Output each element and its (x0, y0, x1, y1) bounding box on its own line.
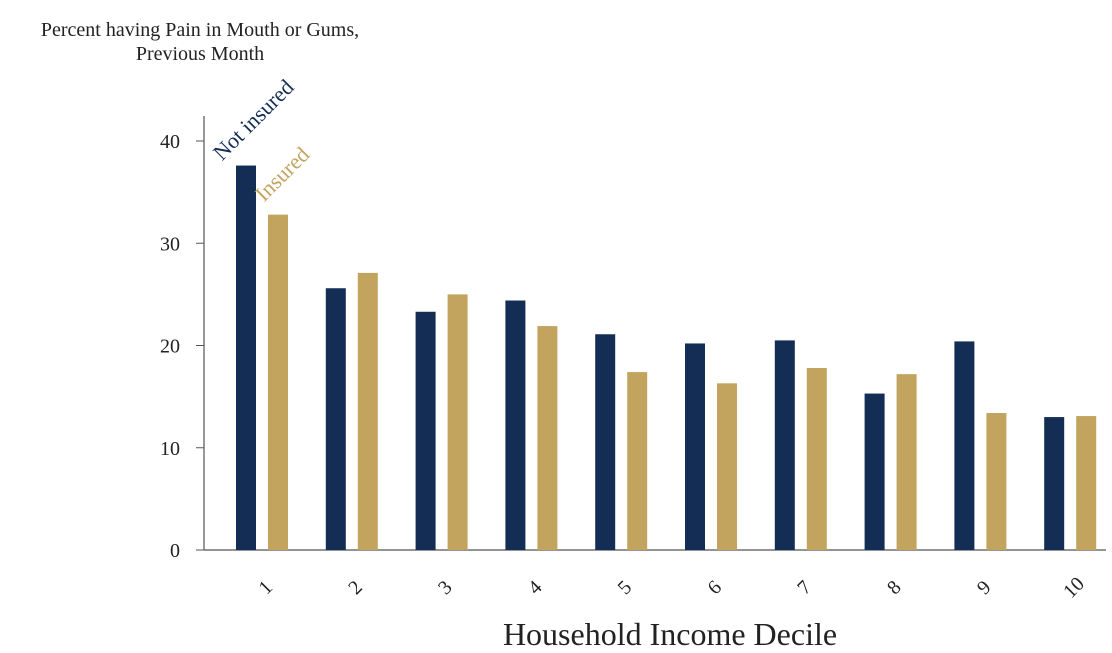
bar-insured (357, 272, 378, 550)
y-axis-label: Percent having Pain in Mouth or Gums, Pr… (0, 18, 400, 66)
bar-not-insured (774, 340, 795, 550)
bar-insured (537, 326, 558, 550)
x-tick-label: 6 (703, 576, 726, 599)
bar-insured (717, 383, 737, 550)
x-tick-label: 9 (973, 576, 996, 599)
bar-not-insured (505, 300, 526, 550)
bar-not-insured (685, 343, 705, 550)
bar-not-insured (954, 341, 975, 550)
bar-not-insured (1044, 417, 1065, 550)
y-tick-label: 0 (170, 540, 180, 562)
bar-not-insured (325, 288, 346, 550)
y-tick-label: 10 (160, 438, 180, 460)
bar-insured (986, 412, 1007, 550)
bar-insured (896, 374, 917, 550)
y-tick-label: 20 (160, 336, 180, 358)
x-tick-label: 4 (524, 576, 547, 599)
bar-not-insured (864, 393, 885, 550)
x-tick-label: 7 (793, 576, 816, 599)
x-tick-label: 2 (344, 576, 367, 599)
x-axis-label: Household Income Decile (502, 616, 838, 652)
bar-not-insured (595, 334, 616, 550)
series-label-not-insured: Not insured (208, 74, 299, 165)
x-tick-label: 10 (1059, 573, 1089, 603)
x-tick-label: 3 (434, 576, 457, 599)
x-tick-label: 5 (614, 576, 637, 599)
bar-insured (268, 214, 288, 550)
bar-insured (1076, 416, 1097, 550)
x-tick-label: 8 (883, 576, 906, 599)
y-tick-label: 40 (160, 131, 180, 153)
bar-insured (806, 367, 827, 550)
bar-not-insured (236, 165, 256, 551)
bar-insured (627, 372, 648, 550)
y-tick-label: 30 (160, 233, 180, 255)
bar-insured (447, 294, 468, 550)
series-label-insured: Insured (250, 142, 314, 206)
y-axis-label-line-1: Percent having Pain in Mouth or Gums, (40, 19, 360, 41)
bar-not-insured (415, 311, 436, 550)
x-tick-label: 1 (254, 576, 277, 599)
y-axis-label-line-2: Previous Month (135, 43, 265, 65)
